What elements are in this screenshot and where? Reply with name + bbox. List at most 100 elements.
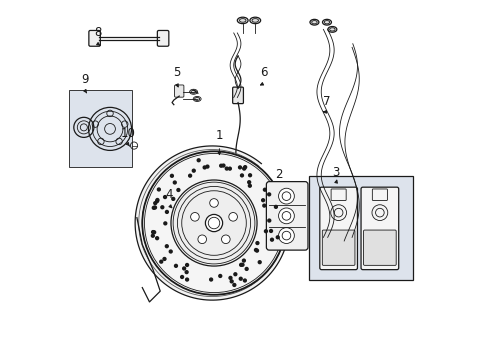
Circle shape [153, 201, 157, 205]
Circle shape [219, 163, 223, 168]
FancyBboxPatch shape [322, 230, 354, 265]
FancyBboxPatch shape [266, 181, 307, 250]
Circle shape [169, 174, 174, 178]
FancyBboxPatch shape [232, 87, 243, 104]
Circle shape [242, 166, 246, 171]
Ellipse shape [189, 89, 197, 94]
Circle shape [156, 187, 161, 192]
Circle shape [160, 205, 164, 210]
Ellipse shape [327, 27, 336, 32]
Circle shape [196, 158, 201, 162]
Circle shape [229, 279, 233, 284]
FancyBboxPatch shape [157, 31, 168, 46]
Circle shape [142, 151, 285, 295]
Ellipse shape [237, 17, 247, 24]
Circle shape [180, 275, 184, 279]
Circle shape [254, 248, 259, 253]
Circle shape [151, 206, 156, 210]
Ellipse shape [309, 19, 318, 25]
Circle shape [224, 166, 228, 171]
Circle shape [176, 188, 180, 192]
Circle shape [228, 212, 237, 221]
Circle shape [171, 197, 175, 201]
Circle shape [221, 163, 225, 168]
Circle shape [190, 212, 199, 221]
Circle shape [278, 208, 294, 224]
Circle shape [241, 258, 245, 263]
Circle shape [159, 260, 163, 264]
FancyBboxPatch shape [69, 90, 131, 167]
Text: 6: 6 [260, 66, 267, 79]
Circle shape [173, 264, 178, 268]
Text: 10: 10 [120, 127, 135, 140]
Text: 3: 3 [331, 166, 339, 179]
Circle shape [227, 166, 231, 171]
Circle shape [172, 180, 177, 185]
Circle shape [244, 267, 248, 271]
Circle shape [239, 263, 243, 267]
FancyBboxPatch shape [89, 31, 100, 46]
Circle shape [152, 230, 156, 234]
FancyBboxPatch shape [360, 187, 398, 270]
Circle shape [155, 199, 159, 203]
Circle shape [155, 198, 159, 202]
Circle shape [275, 235, 279, 239]
Circle shape [184, 270, 188, 274]
Circle shape [202, 165, 206, 170]
Circle shape [255, 241, 259, 245]
Circle shape [232, 283, 236, 287]
Circle shape [198, 235, 206, 244]
Circle shape [240, 262, 244, 267]
Circle shape [191, 168, 196, 173]
Ellipse shape [322, 19, 331, 25]
Circle shape [155, 236, 159, 240]
Circle shape [150, 234, 155, 238]
Circle shape [209, 199, 218, 207]
Circle shape [151, 230, 155, 234]
Circle shape [184, 278, 189, 282]
Circle shape [221, 235, 230, 244]
Circle shape [187, 174, 192, 178]
Circle shape [253, 248, 258, 252]
Circle shape [237, 165, 242, 170]
Circle shape [247, 173, 252, 177]
Circle shape [278, 188, 294, 204]
FancyBboxPatch shape [308, 176, 412, 280]
FancyBboxPatch shape [174, 85, 183, 97]
Ellipse shape [249, 17, 260, 24]
Circle shape [261, 198, 264, 202]
Circle shape [262, 188, 266, 192]
Circle shape [153, 205, 157, 210]
Circle shape [247, 184, 251, 188]
Circle shape [246, 180, 251, 184]
FancyBboxPatch shape [363, 230, 395, 265]
Circle shape [182, 266, 186, 271]
Circle shape [239, 173, 244, 177]
Circle shape [168, 249, 173, 254]
Circle shape [266, 192, 271, 197]
Circle shape [278, 228, 294, 243]
Circle shape [208, 277, 213, 282]
Ellipse shape [193, 96, 201, 102]
Circle shape [164, 210, 169, 214]
Text: 9: 9 [81, 73, 88, 86]
Circle shape [257, 260, 262, 264]
Text: 1: 1 [215, 129, 223, 141]
Circle shape [163, 221, 167, 225]
Circle shape [269, 238, 274, 242]
Text: 2: 2 [274, 168, 282, 181]
Circle shape [262, 203, 266, 208]
Circle shape [163, 195, 167, 199]
Circle shape [228, 276, 232, 280]
Circle shape [233, 272, 237, 276]
Text: 5: 5 [172, 66, 180, 79]
Circle shape [263, 229, 267, 233]
Circle shape [171, 180, 257, 266]
Polygon shape [135, 146, 285, 300]
Circle shape [162, 257, 166, 261]
FancyBboxPatch shape [319, 187, 357, 270]
Circle shape [164, 244, 169, 248]
Circle shape [205, 165, 209, 169]
Circle shape [242, 278, 246, 283]
Text: 8: 8 [94, 26, 101, 40]
